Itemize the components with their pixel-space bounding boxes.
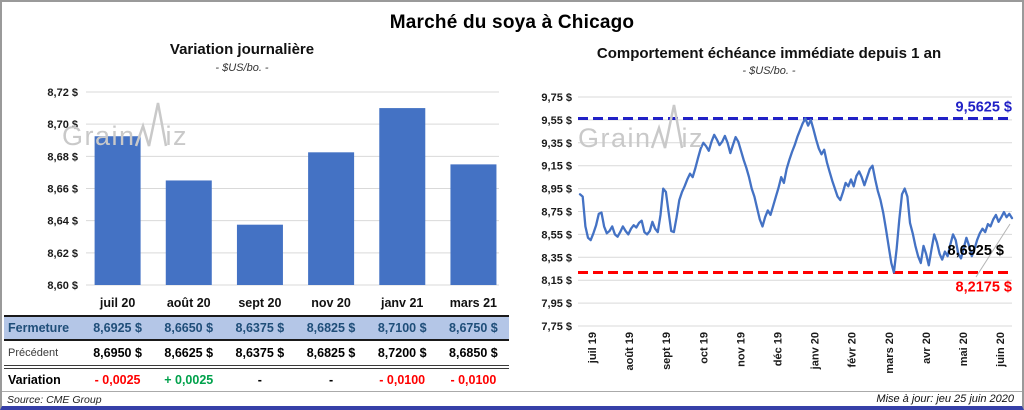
x-axis-label: juin 20: [995, 332, 1007, 368]
fermeture-value-mars-21: 8,6750 $: [437, 315, 509, 341]
y-axis-label: 8,15 $: [541, 275, 572, 287]
bar-sept 20: [236, 224, 283, 285]
precedent-value-mars-21: 8,6850 $: [437, 340, 509, 369]
variation-value-août-20: + 0,0025: [164, 373, 214, 387]
y-axis-label: 8,68 $: [47, 151, 78, 163]
column-header-août-20: août 20: [166, 296, 211, 310]
fermeture-value-août-20: 8,6650 $: [153, 315, 225, 341]
footer-divider: [2, 391, 1022, 392]
table-row-fermeture: Fermeture 8,6925 $8,6650 $8,6375 $8,6825 …: [4, 315, 509, 341]
column-header-mars-21: mars 21: [449, 296, 498, 310]
y-axis-label: 8,75 $: [541, 207, 572, 219]
fermeture-value-nov-20: 8,6825 $: [295, 315, 367, 341]
last-price-leader-line: [975, 223, 1011, 278]
precedent-value-juil-20: 8,6950 $: [82, 340, 154, 369]
x-axis-label: nov 19: [735, 332, 747, 367]
line-chart-subtitle: - $US/bo. -: [742, 65, 796, 77]
y-axis-label: 8,60 $: [47, 280, 78, 292]
y-axis-label: 8,70 $: [47, 119, 78, 131]
front-month-panel: Comportement échéance immédiate depuis 1…: [514, 38, 1022, 398]
precedent-value-janv-21: 8,7200 $: [366, 340, 438, 369]
y-axis-label: 8,95 $: [541, 184, 572, 196]
row-label-precedent: Précédent: [4, 340, 82, 369]
y-axis-label: 9,15 $: [541, 161, 572, 173]
x-axis-label: oct 19: [698, 332, 710, 364]
column-header-janv-21: janv 21: [381, 296, 424, 310]
table-row-variation: Variation - 0,0025 + 0,0025 - - - 0,0100 - 0,0…: [4, 367, 509, 390]
row-label-fermeture: Fermeture: [4, 315, 82, 341]
y-axis-label: 7,75 $: [541, 321, 572, 333]
bar-janv 21: [379, 108, 426, 285]
last-price-label: 8,6925 $: [948, 243, 1004, 259]
y-axis-label: 8,35 $: [541, 252, 572, 264]
column-header-sept-20: sept 20: [238, 296, 282, 310]
y-axis-label: 9,55 $: [541, 115, 572, 127]
source-note: Source: CME Group: [7, 394, 102, 406]
variation-value-sept-20: -: [257, 373, 262, 387]
bar-chart-title: Variation journalière: [169, 41, 315, 58]
year-high-label: 9,5625 $: [956, 99, 1012, 115]
price-table: juil 20 août 20 sept 20 nov 20 janv 21 mars 2…: [4, 292, 509, 390]
fermeture-value-sept-20: 8,6375 $: [224, 315, 296, 341]
daily-variation-panel: Variation journalière - $US/bo. - 8,72 $…: [2, 38, 514, 398]
table-row-precedent: Précédent 8,6950 $8,6625 $8,6375 $8,6825 …: [4, 340, 509, 369]
bar-nov 20: [308, 152, 355, 285]
bar-mars 21: [450, 164, 497, 285]
y-axis-label: 8,64 $: [47, 216, 78, 228]
front-month-line-chart: 9,75 $ 9,55 $ 9,35 $ 9,15 $ 8,95 $ 8,75 $ 8,55…: [541, 92, 1014, 374]
line-chart-title: Comportement échéance immédiate depuis 1…: [596, 45, 942, 62]
y-axis-label: 8,66 $: [47, 184, 78, 196]
y-axis-label: 8,72 $: [47, 87, 78, 99]
x-axis-label: janv 20: [810, 332, 822, 370]
x-axis-label: avr 20: [921, 332, 933, 364]
bar-juil 20: [94, 136, 141, 285]
y-axis-label: 8,55 $: [541, 229, 572, 241]
price-line: [578, 117, 1014, 274]
x-axis-label: mai 20: [958, 332, 970, 366]
precedent-value-sept-20: 8,6375 $: [224, 340, 296, 369]
row-label-variation: Variation: [8, 373, 61, 387]
variation-value-mars-21: - 0,0100: [450, 373, 497, 387]
y-axis-label: 7,95 $: [541, 298, 572, 310]
variation-value-janv-21: - 0,0100: [379, 373, 426, 387]
x-axis-label: sept 19: [661, 332, 673, 370]
bar-août 20: [165, 180, 212, 285]
y-axis-label: 9,75 $: [541, 92, 572, 104]
column-header-juil-20: juil 20: [99, 296, 136, 310]
year-low-label: 8,2175 $: [956, 279, 1012, 295]
fermeture-value-janv-21: 8,7100 $: [366, 315, 438, 341]
fermeture-value-juil-20: 8,6925 $: [82, 315, 154, 341]
table-header-row: juil 20 août 20 sept 20 nov 20 janv 21 mars 2…: [4, 292, 509, 316]
table-corner-cell: [4, 292, 82, 316]
bar-chart-subtitle: - $US/bo. -: [215, 62, 269, 74]
x-axis-label: juil 19: [587, 332, 599, 364]
precedent-value-août-20: 8,6625 $: [153, 340, 225, 369]
x-axis-label: mars 20: [884, 332, 896, 374]
page-title: Marché du soya à Chicago: [389, 12, 635, 33]
update-note: Mise à jour: jeu 25 juin 2020: [876, 393, 1014, 405]
variation-value-nov-20: -: [328, 373, 334, 387]
daily-variation-bar-chart: 8,72 $ 8,70 $ 8,68 $ 8,66 $ 8,64 $ 8,62 $ 8,60…: [47, 87, 499, 292]
x-axis-label: févr 20: [847, 332, 859, 367]
y-axis-label: 9,35 $: [541, 138, 572, 150]
x-axis-label: déc 19: [773, 332, 785, 366]
column-header-nov-20: nov 20: [311, 296, 351, 310]
y-axis-label: 8,62 $: [47, 248, 78, 260]
x-axis-label: août 19: [624, 332, 636, 371]
precedent-value-nov-20: 8,6825 $: [295, 340, 367, 369]
variation-value-juil-20: - 0,0025: [94, 373, 141, 387]
